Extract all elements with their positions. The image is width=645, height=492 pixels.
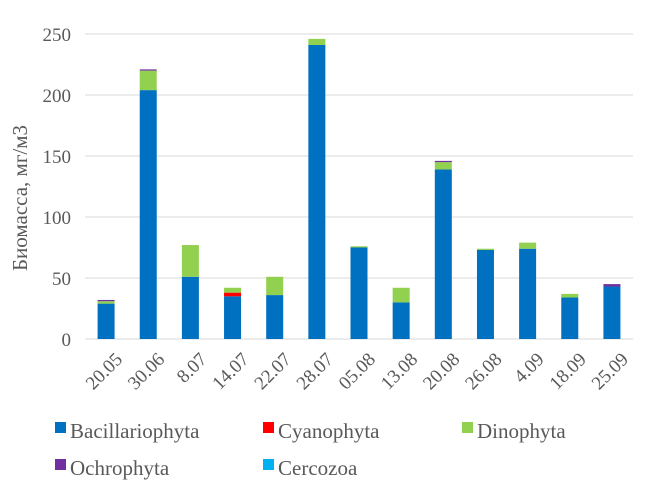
bar-segment xyxy=(603,284,621,287)
legend-swatch xyxy=(263,459,274,470)
bar-segment xyxy=(350,246,368,248)
bar-segment xyxy=(224,296,242,339)
x-tick-label: 13.08 xyxy=(377,349,422,394)
y-tick-label: 0 xyxy=(62,330,72,351)
bar-segment xyxy=(603,286,621,339)
grid-layer xyxy=(85,33,633,340)
bar-segment xyxy=(224,292,242,297)
legend-swatch xyxy=(462,422,473,433)
x-tick-label: 18.09 xyxy=(546,349,591,394)
bar-segment xyxy=(434,160,452,163)
legend-label: Dinophyta xyxy=(477,419,566,443)
y-tick-label: 200 xyxy=(43,86,72,107)
bar-segment xyxy=(476,249,494,339)
bar-segment xyxy=(392,287,410,303)
legend: Bacillariophyta Cyanophyta Dinophyta Ochrop… xyxy=(55,419,566,480)
legend-label: Cercozoa xyxy=(278,456,358,480)
y-tick-label: 150 xyxy=(43,147,72,168)
x-tick-label: 20.05 xyxy=(82,349,127,394)
bar-segment xyxy=(434,162,452,170)
bar-segment xyxy=(97,299,115,302)
legend-label: Cyanophyta xyxy=(278,419,380,443)
bar-segment xyxy=(139,69,157,71)
legend-label: Bacillariophyta xyxy=(70,419,200,443)
x-tick-label: 20.08 xyxy=(419,349,464,394)
y-tick-label: 250 xyxy=(43,25,72,46)
bar-segment xyxy=(266,276,284,296)
bar-segment xyxy=(392,302,410,339)
x-tick-label: 22.07 xyxy=(251,349,296,394)
bar-segment xyxy=(224,287,242,293)
x-tick-label: 8.07 xyxy=(173,349,211,387)
y-axis-label: Биомасса, мг/м3 xyxy=(8,125,32,271)
bar-segment xyxy=(308,38,326,45)
bar-segment xyxy=(97,303,115,339)
bar-segment xyxy=(519,242,537,249)
bar-segment xyxy=(519,248,537,339)
y-tick-labels: 0 50 100 150 200 250 xyxy=(43,25,72,351)
bar-segment xyxy=(561,297,579,339)
legend-swatch xyxy=(55,459,66,470)
x-tick-label: 26.08 xyxy=(461,349,506,394)
bar-segment xyxy=(308,44,326,339)
x-tick-label: 28.07 xyxy=(293,349,338,394)
bar-segment xyxy=(266,295,284,339)
bar-segment xyxy=(434,169,452,339)
bar-segment xyxy=(181,245,199,277)
legend-swatch xyxy=(263,422,274,433)
x-tick-label: 30.06 xyxy=(124,349,169,394)
bar-segment xyxy=(97,301,115,304)
bar-segment xyxy=(350,247,368,339)
bar-segment xyxy=(181,276,199,339)
y-tick-label: 50 xyxy=(52,269,71,290)
legend-label: Ochrophyta xyxy=(70,456,170,480)
bar-segment xyxy=(139,70,157,91)
bar-segment xyxy=(476,248,494,250)
x-tick-label: 14.07 xyxy=(208,349,253,394)
x-tick-label: 05.08 xyxy=(335,349,380,394)
x-tick-label: 4.09 xyxy=(510,349,548,387)
bars-layer xyxy=(97,38,621,340)
x-tick-label: 25.09 xyxy=(588,349,633,394)
bar-segment xyxy=(561,293,579,298)
bar-segment xyxy=(139,90,157,340)
y-tick-label: 100 xyxy=(43,208,72,229)
legend-swatch xyxy=(55,422,66,433)
